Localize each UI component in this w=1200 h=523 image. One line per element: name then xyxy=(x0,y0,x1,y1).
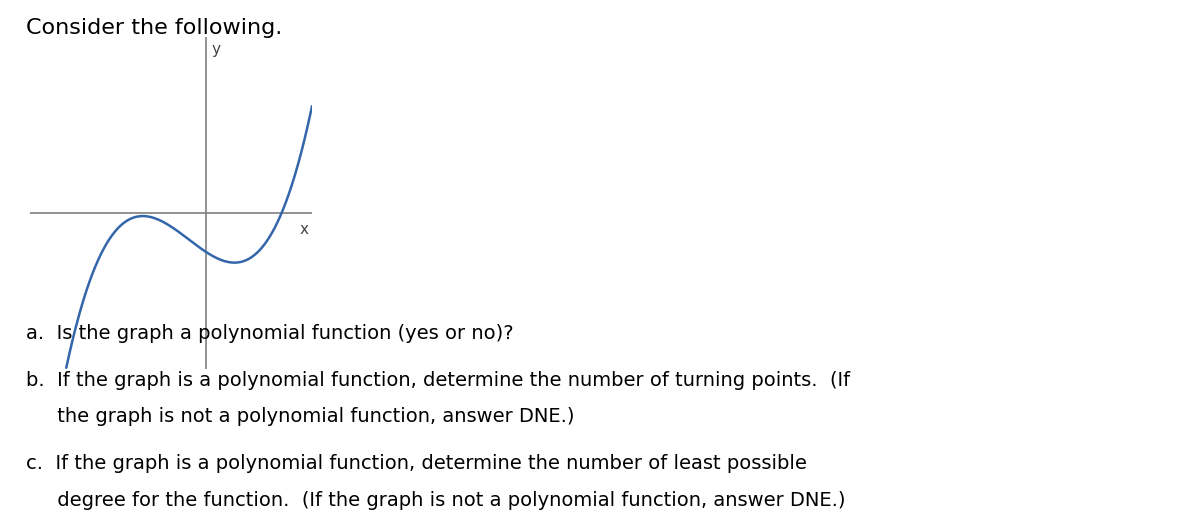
Text: a.  Is the graph a polynomial function (yes or no)?: a. Is the graph a polynomial function (y… xyxy=(26,324,514,343)
Text: degree for the function.  (If the graph is not a polynomial function, answer DNE: degree for the function. (If the graph i… xyxy=(26,491,846,510)
Text: b.  If the graph is a polynomial function, determine the number of turning point: b. If the graph is a polynomial function… xyxy=(26,371,851,390)
Text: Consider the following.: Consider the following. xyxy=(26,18,283,38)
Text: y: y xyxy=(212,42,221,57)
Text: c.  If the graph is a polynomial function, determine the number of least possibl: c. If the graph is a polynomial function… xyxy=(26,454,808,473)
Text: the graph is not a polynomial function, answer DNE.): the graph is not a polynomial function, … xyxy=(26,407,575,426)
Text: x: x xyxy=(300,222,308,237)
